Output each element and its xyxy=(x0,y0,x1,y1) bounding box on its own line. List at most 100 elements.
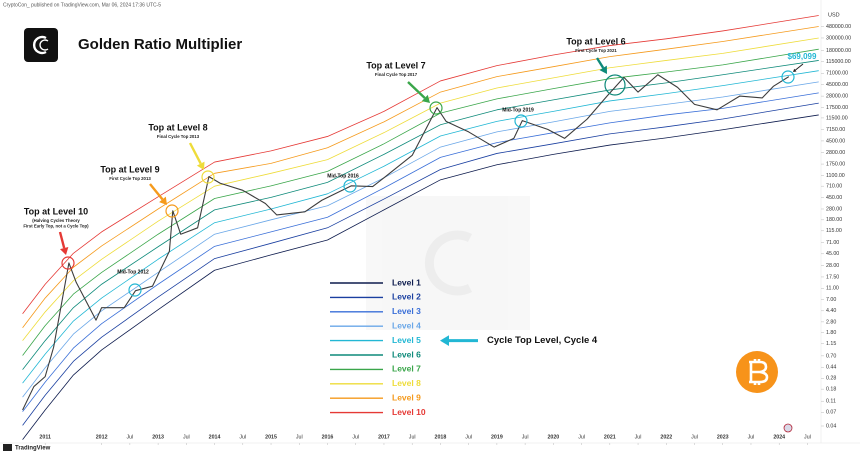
level-line xyxy=(22,102,819,426)
arrow xyxy=(595,57,607,74)
legend-label: Level 5 xyxy=(392,335,421,345)
y-tick-label: 1.80 xyxy=(826,330,836,336)
annotation-circle xyxy=(429,101,443,115)
level-line xyxy=(22,26,819,329)
y-tick-label: 28.00 xyxy=(826,263,839,269)
y-tick-label: 710.00 xyxy=(826,184,842,190)
level-line xyxy=(22,70,819,384)
y-tick-label: 71.00 xyxy=(826,240,839,246)
price xyxy=(22,74,790,411)
footer-brand: TradingView xyxy=(15,446,51,452)
legend-note: Cycle Top Level, Cycle 4 xyxy=(487,335,598,346)
arrow-head xyxy=(421,94,430,103)
x-tick-label: Jul xyxy=(804,434,811,440)
arrow-head xyxy=(196,161,205,170)
y-tick-label: 4500.00 xyxy=(826,138,845,144)
x-tick-label: Jul xyxy=(296,434,303,440)
level-line xyxy=(22,15,819,314)
level-line xyxy=(22,81,819,398)
x-tick-label: 2011 xyxy=(39,434,51,440)
annotation-note: First Cycle Top 2021 xyxy=(575,48,617,53)
x-tick-label: 2014 xyxy=(209,434,221,440)
legend-label: Level 3 xyxy=(392,306,421,316)
x-tick-label: 2022 xyxy=(660,434,672,440)
y-tick-label: 17500.00 xyxy=(826,105,848,111)
annotation-title: Mid-Top 2012 xyxy=(117,269,149,275)
annotation-note: Final Cycle Top 2017 xyxy=(375,72,418,77)
x-tick-label: 2012 xyxy=(96,434,108,440)
x-tick-label: 2013 xyxy=(152,434,164,440)
x-tick-label: 2019 xyxy=(491,434,503,440)
logo-mark xyxy=(33,35,47,55)
y-tick-label: 300000.00 xyxy=(826,35,851,41)
x-tick-label: 2021 xyxy=(604,434,616,440)
price-line xyxy=(22,74,790,411)
bitcoin-icon xyxy=(736,351,778,393)
y-tick-label: 115.00 xyxy=(826,228,842,234)
y-tick-label: 480000.00 xyxy=(826,24,851,30)
annotation-circle xyxy=(781,70,795,84)
y-tick-label: 2800.00 xyxy=(826,150,845,156)
legend-label: Level 8 xyxy=(392,378,421,388)
x-tick-label: 2018 xyxy=(435,434,447,440)
x-tick-label: Jul xyxy=(578,434,585,440)
arrow-shaft xyxy=(595,57,605,69)
y-tick-label: 115000.00 xyxy=(826,59,851,65)
annotation-circle xyxy=(61,256,75,270)
x-tick-label: Jul xyxy=(635,434,642,440)
x-tick-label: Jul xyxy=(691,434,698,440)
legend-label: Level 9 xyxy=(392,392,421,402)
arrow-head xyxy=(599,65,607,74)
y-tick-label: 0.44 xyxy=(826,365,836,371)
x-tick-label: Jul xyxy=(409,434,416,440)
x-tick-label: 2017 xyxy=(378,434,390,440)
annotation-title: Top at Level 7 xyxy=(366,60,425,70)
annotation-title: Top at Level 10 xyxy=(24,206,88,216)
arrow xyxy=(58,231,69,255)
currency-label: USD xyxy=(828,12,840,18)
legend-label: Level 1 xyxy=(392,277,421,287)
x-tick-label: Jul xyxy=(352,434,359,440)
y-tick-label: 1100.00 xyxy=(826,173,845,179)
y-tick-label: 28000.00 xyxy=(826,94,848,100)
y-tick-label: 4.40 xyxy=(826,308,836,314)
arrow-head xyxy=(159,196,167,205)
annotation-note: Final Cycle Top 2013 xyxy=(157,134,200,139)
legend-label: Level 2 xyxy=(392,292,421,302)
chart-title: Golden Ratio Multiplier xyxy=(78,36,242,53)
x-tick-label: Jul xyxy=(239,434,246,440)
y-tick-label: 0.04 xyxy=(826,423,836,429)
x-tick-label: 2023 xyxy=(717,434,729,440)
watermark-logo xyxy=(424,230,473,296)
x-tick-label: 2024 xyxy=(773,434,785,440)
y-tick-label: 1750.00 xyxy=(826,161,845,167)
annotation-circle xyxy=(201,170,215,184)
arrow-shaft xyxy=(149,183,164,201)
annotation-circle xyxy=(604,74,626,96)
arrow-shaft xyxy=(58,231,66,249)
annotation-title: Top at Level 9 xyxy=(100,164,159,174)
arrow-shaft xyxy=(188,142,202,165)
annotation-note: First Early Top, not a Cycle Top) xyxy=(23,224,89,229)
y-tick-label: 180000.00 xyxy=(826,48,851,54)
y-tick-label: 7.00 xyxy=(826,297,836,303)
x-tick-label: 2020 xyxy=(547,434,559,440)
annotation-note: (Halving Cycles Theory xyxy=(32,218,80,223)
attribution: CryptoCon_ published on TradingView.com,… xyxy=(3,2,161,8)
annotation-title: $69,099 xyxy=(788,52,817,61)
arrow-head xyxy=(60,246,69,255)
y-tick-label: 0.70 xyxy=(826,353,836,359)
x-tick-label: Jul xyxy=(126,434,133,440)
x-tick-label: Jul xyxy=(183,434,190,440)
arrow-head xyxy=(440,335,449,346)
y-tick-label: 45000.00 xyxy=(826,82,848,88)
level-line xyxy=(22,37,819,341)
arrow-head xyxy=(793,68,797,72)
legend-label: Level 4 xyxy=(392,320,421,330)
y-tick-label: 2.80 xyxy=(826,319,836,325)
y-tick-label: 11500.00 xyxy=(826,115,848,121)
x-tick-label: Jul xyxy=(465,434,472,440)
y-tick-label: 7150.00 xyxy=(826,127,845,133)
